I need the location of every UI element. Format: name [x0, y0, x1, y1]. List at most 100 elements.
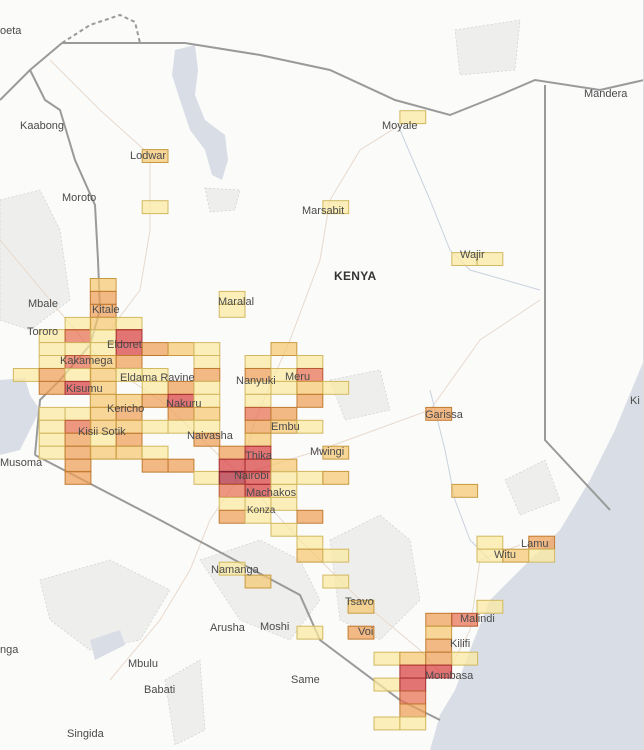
heatmap-cell[interactable] — [115, 393, 143, 408]
heatmap-cell[interactable] — [64, 470, 92, 485]
heatmap-cell[interactable] — [141, 368, 169, 382]
heatmap-cell[interactable] — [89, 445, 117, 460]
heatmap-cell[interactable] — [38, 432, 66, 447]
heatmap-cell[interactable] — [425, 406, 453, 421]
heatmap-cell[interactable] — [218, 561, 246, 576]
heatmap-cell[interactable] — [193, 406, 221, 421]
heatmap-cell[interactable] — [115, 342, 143, 357]
heatmap-cell[interactable] — [193, 355, 221, 369]
heatmap-cell[interactable] — [425, 651, 453, 666]
heatmap-cell[interactable] — [115, 316, 143, 331]
heatmap-cell[interactable] — [64, 380, 92, 395]
heatmap-cell[interactable] — [244, 432, 272, 447]
heatmap-cell[interactable] — [270, 496, 298, 511]
heatmap-cell[interactable] — [296, 355, 324, 369]
heatmap-cell[interactable] — [244, 574, 272, 589]
heatmap-cell[interactable] — [296, 470, 324, 485]
heatmap-cell[interactable] — [296, 419, 324, 434]
heatmap-cell[interactable] — [193, 419, 221, 434]
heatmap-cell[interactable] — [244, 406, 272, 421]
heatmap-cell[interactable] — [89, 355, 117, 369]
heatmap-cell[interactable] — [244, 496, 272, 511]
heatmap-cell[interactable] — [193, 380, 221, 395]
heatmap-cell[interactable] — [399, 677, 427, 692]
heatmap-cell[interactable] — [89, 342, 117, 357]
heatmap-cell[interactable] — [167, 406, 195, 421]
heatmap-cell[interactable] — [373, 677, 401, 692]
heatmap-cell[interactable] — [167, 342, 195, 357]
heatmap-cell[interactable] — [167, 458, 195, 473]
heatmap-cell[interactable] — [141, 200, 169, 215]
heatmap-cell[interactable] — [64, 445, 92, 460]
heatmap-cell[interactable] — [373, 716, 401, 731]
heatmap-cell[interactable] — [296, 393, 324, 408]
heatmap-cell[interactable] — [193, 432, 221, 447]
heatmap-cell[interactable] — [476, 599, 504, 614]
heatmap-cell[interactable] — [399, 651, 427, 666]
heatmap-cell[interactable] — [451, 612, 479, 627]
heatmap-cell[interactable] — [218, 303, 246, 318]
heatmap-cell[interactable] — [89, 380, 117, 395]
heatmap-cell[interactable] — [193, 342, 221, 357]
heatmap-cell[interactable] — [322, 200, 350, 215]
heatmap-cell[interactable] — [89, 419, 117, 434]
heatmap-cell[interactable] — [451, 252, 479, 267]
heatmap-cell[interactable] — [270, 419, 298, 434]
heatmap-cell[interactable] — [89, 432, 117, 447]
heatmap-cell[interactable] — [244, 445, 272, 460]
heatmap-cell[interactable] — [193, 368, 221, 382]
heatmap-cell[interactable] — [218, 483, 246, 498]
heatmap-cell[interactable] — [218, 290, 246, 305]
heatmap-cell[interactable] — [451, 483, 479, 498]
heatmap-cell[interactable] — [322, 574, 350, 589]
heatmap-cell[interactable] — [115, 406, 143, 421]
heatmap-cell[interactable] — [373, 651, 401, 666]
heatmap-cell[interactable] — [38, 445, 66, 460]
heatmap-cell[interactable] — [141, 380, 169, 395]
heatmap-cell[interactable] — [193, 393, 221, 408]
heatmap-cell[interactable] — [270, 406, 298, 421]
heatmap-cell[interactable] — [296, 535, 324, 550]
heatmap-cell[interactable] — [38, 342, 66, 357]
heatmap-cell[interactable] — [528, 535, 556, 550]
heatmap-cell[interactable] — [476, 548, 504, 563]
heatmap-cell[interactable] — [270, 368, 298, 382]
heatmap-cell[interactable] — [38, 355, 66, 369]
heatmap-cell[interactable] — [322, 470, 350, 485]
heatmap-cell[interactable] — [244, 509, 272, 524]
heatmap-cell[interactable] — [476, 535, 504, 550]
heatmap-cell[interactable] — [476, 252, 504, 267]
heatmap-cell[interactable] — [322, 380, 350, 395]
heatmap-cell[interactable] — [115, 368, 143, 382]
heatmap-cell[interactable] — [218, 496, 246, 511]
heatmap-cell[interactable] — [64, 329, 92, 344]
heatmap-cell[interactable] — [399, 716, 427, 731]
heatmap-cell[interactable] — [347, 625, 375, 640]
heatmap-cell[interactable] — [89, 290, 117, 305]
heatmap-cell[interactable] — [64, 368, 92, 382]
heatmap-cell[interactable] — [399, 110, 427, 125]
heatmap-cell[interactable] — [244, 419, 272, 434]
heatmap-cell[interactable] — [425, 638, 453, 653]
heatmap-cell[interactable] — [141, 445, 169, 460]
heatmap-cell[interactable] — [218, 458, 246, 473]
heatmap-cell[interactable] — [296, 548, 324, 563]
heatmap-cell[interactable] — [141, 458, 169, 473]
heatmap-cell[interactable] — [115, 432, 143, 447]
heatmap-cell[interactable] — [322, 445, 350, 460]
heatmap-cell[interactable] — [64, 342, 92, 357]
heatmap-cell[interactable] — [167, 393, 195, 408]
heatmap-cell[interactable] — [141, 393, 169, 408]
heatmap-cell[interactable] — [141, 419, 169, 434]
heatmap-cell[interactable] — [244, 380, 272, 395]
heatmap-cell[interactable] — [167, 419, 195, 434]
heatmap-cell[interactable] — [218, 445, 246, 460]
heatmap-cell[interactable] — [115, 355, 143, 369]
heatmap-cell[interactable] — [64, 355, 92, 369]
heatmap-cell[interactable] — [528, 548, 556, 563]
heatmap-cell[interactable] — [38, 380, 66, 395]
heatmap-cell[interactable] — [451, 651, 479, 666]
heatmap-cell[interactable] — [244, 470, 272, 485]
heatmap-cell[interactable] — [322, 548, 350, 563]
